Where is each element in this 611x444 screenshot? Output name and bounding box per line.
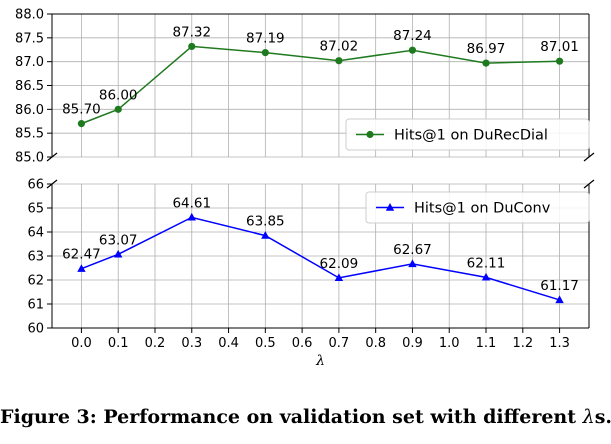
legend-box (365, 191, 590, 224)
data-point (188, 42, 196, 51)
data-point (261, 231, 270, 239)
data-point (481, 272, 491, 281)
data-point (335, 57, 343, 65)
x-axis-label: λ (315, 353, 325, 369)
x-tick-label: 0.8 (365, 336, 386, 351)
data-label: 86.97 (467, 41, 506, 57)
legend-box (345, 118, 590, 151)
legend: Hits@1 on DuRecDial (345, 118, 590, 151)
series-line (81, 216, 560, 301)
y-tick-label: 60 (27, 322, 44, 337)
y-tick-label: 86.0 (15, 103, 44, 118)
legend: Hits@1 on DuConv (365, 191, 590, 224)
break-mark (583, 152, 595, 162)
data-label: 62.11 (467, 255, 506, 271)
x-tick-label: 1.2 (512, 336, 533, 351)
x-tick-label: 0.6 (292, 336, 313, 351)
y-axis: 60 61 62 63 64 65 66 (27, 178, 52, 337)
data-label: 62.47 (62, 247, 101, 263)
x-tick-label: 0.0 (71, 336, 92, 351)
x-axis: 0.0 0.1 0.2 0.3 0.4 0.5 0.6 0.7 0.8 0.9 1.0 1.1 1.2 1… (71, 328, 570, 369)
data-point (555, 57, 564, 65)
y-tick-label: 63 (27, 250, 44, 265)
x-tick-label: 1.1 (476, 336, 497, 351)
y-tick-label: 85.5 (15, 127, 44, 142)
x-tick-label: 0.4 (218, 336, 239, 351)
data-label: 63.85 (246, 214, 285, 230)
data-label: 62.09 (320, 256, 359, 272)
y-tick-label: 64 (27, 226, 44, 241)
x-tick-label: 1.3 (549, 336, 570, 351)
legend-label: Hits@1 on DuRecDial (394, 128, 548, 144)
data-point (408, 46, 417, 54)
y-tick-label: 87.0 (15, 55, 44, 70)
y-tick-label: 61 (27, 298, 44, 313)
data-label: 87.01 (540, 39, 579, 55)
x-tick-label: 0.2 (145, 336, 166, 351)
data-label: 63.07 (99, 232, 138, 248)
data-point (334, 273, 344, 282)
y-tick-label: 62 (27, 274, 44, 289)
data-point (408, 259, 417, 268)
x-tick-label: 0.9 (402, 336, 423, 351)
data-label: 85.70 (62, 102, 101, 118)
y-tick-label: 65 (27, 202, 44, 217)
figure-caption: Figure 3: Performance on validation set … (0, 406, 611, 428)
legend-marker (366, 130, 374, 139)
legend-marker (385, 203, 395, 211)
data-label: 87.19 (246, 31, 285, 47)
data-point (77, 120, 86, 128)
data-point (114, 249, 123, 258)
caption-suffix: s. (594, 406, 611, 428)
data-label: 86.00 (99, 87, 138, 103)
x-tick-label: 0.3 (181, 336, 202, 351)
data-label: 87.02 (320, 39, 359, 55)
data-label: 62.67 (393, 242, 432, 258)
data-point (482, 59, 490, 67)
grid (52, 183, 589, 329)
y-tick-label: 66 (27, 178, 44, 193)
data-point (114, 105, 122, 113)
data-point (261, 49, 269, 57)
data-point (555, 295, 564, 304)
x-tick-label: 0.1 (108, 336, 129, 351)
caption-prefix: Figure 3: Performance on validation set … (0, 406, 583, 428)
data-label: 87.24 (393, 28, 432, 44)
legend-label: Hits@1 on DuConv (414, 201, 551, 217)
x-tick-label: 1.0 (439, 336, 460, 351)
data-label: 61.17 (540, 278, 579, 294)
data-label: 64.61 (172, 195, 211, 211)
x-tick-label: 0.7 (329, 336, 350, 351)
data-label: 87.32 (172, 24, 211, 40)
y-axis: 85.0 85.5 86.0 86.5 87.0 87.5 88.0 (15, 8, 52, 166)
data-point (77, 264, 86, 272)
caption-symbol: λ (582, 406, 595, 428)
series-line (81, 45, 560, 125)
y-tick-label: 85.0 (15, 151, 44, 166)
y-tick-label: 86.5 (15, 79, 44, 94)
y-tick-label: 87.5 (15, 31, 44, 46)
break-mark (583, 179, 595, 189)
data-point (187, 212, 196, 221)
y-tick-label: 88.0 (15, 8, 44, 23)
x-tick-label: 0.5 (255, 336, 276, 351)
